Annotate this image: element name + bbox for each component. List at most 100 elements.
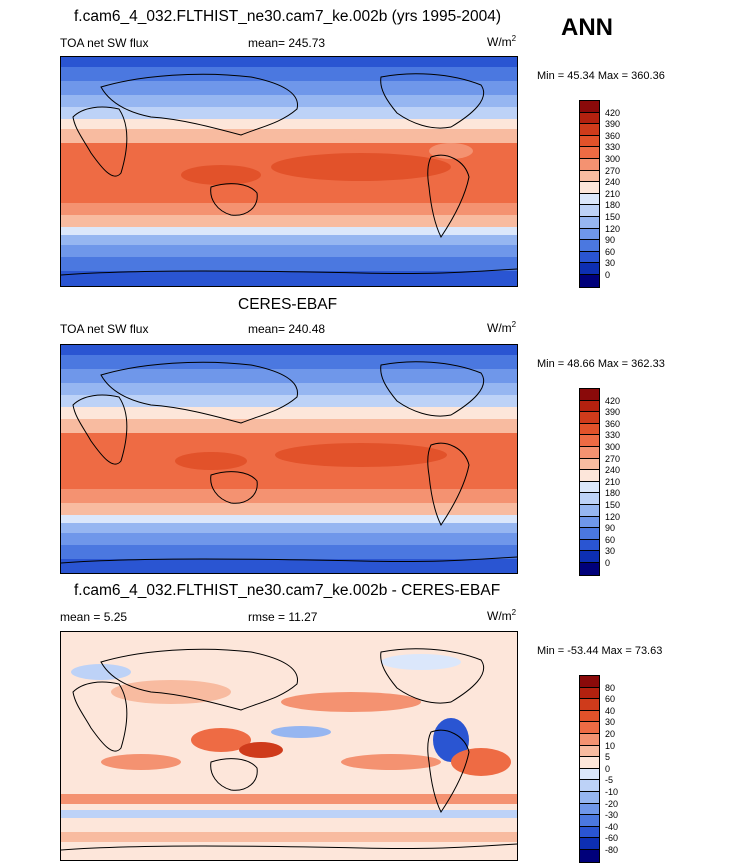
band-n2 xyxy=(61,355,517,369)
colorbar-swatch xyxy=(580,791,599,804)
band-s2 xyxy=(61,215,517,227)
colorbar-swatch xyxy=(580,158,599,171)
panel-1-title: f.cam6_4_032.FLTHIST_ne30.cam7_ke.002b (… xyxy=(74,8,502,25)
colorbar-swatch xyxy=(580,216,599,229)
band-n2 xyxy=(61,67,517,81)
panel-2-map-svg xyxy=(61,345,517,573)
colorbar-tick-label: 120 xyxy=(605,223,621,234)
colorbar-tick-label: 150 xyxy=(605,500,621,510)
colorbar-tick-label: -30 xyxy=(605,810,619,821)
africa-outline xyxy=(72,106,128,177)
colorbar-tick-label: 420 xyxy=(605,107,621,118)
colorbar-tick-label: 0 xyxy=(605,558,611,568)
colorbar-tick-label: 210 xyxy=(605,476,621,487)
colorbar-tick-label: 120 xyxy=(605,511,621,522)
diff-patch-4 xyxy=(239,742,283,758)
colorbar-swatch xyxy=(580,539,599,552)
colorbar-tick-label: 180 xyxy=(605,488,621,499)
africa-outline xyxy=(72,681,128,752)
colorbar-swatch xyxy=(580,412,599,424)
band-s1 xyxy=(61,203,517,215)
colorbar-tick-label: -20 xyxy=(605,798,619,809)
warm-pool xyxy=(275,443,447,467)
colorbar-swatch xyxy=(580,528,599,540)
colorbar-tick-label: 0 xyxy=(605,270,611,280)
diff-patch-8 xyxy=(271,726,331,738)
band-s5 xyxy=(61,533,517,545)
colorbar-swatch xyxy=(580,504,599,517)
diff-band-s1 xyxy=(61,794,517,804)
colorbar-tick-label: 90 xyxy=(605,235,616,246)
colorbar-swatch xyxy=(580,745,599,758)
band-eq1 xyxy=(61,129,517,143)
colorbar-tick-label: 5 xyxy=(605,752,611,763)
band-eq1 xyxy=(61,419,517,433)
colorbar-swatch xyxy=(580,228,599,241)
colorbar-tick-label: 30 xyxy=(605,258,616,269)
band-s7 xyxy=(61,559,517,573)
panel-2-mean-label: mean= 240.48 xyxy=(248,322,326,336)
colorbar-tick-label: 390 xyxy=(605,407,621,418)
diff-patch-3 xyxy=(191,728,251,752)
eurasia-outline xyxy=(100,73,298,136)
band-n4 xyxy=(61,383,517,395)
colorbar-swatch xyxy=(580,240,599,252)
panel-3-title: f.cam6_4_032.FLTHIST_ne30.cam7_ke.002b -… xyxy=(74,582,501,599)
panel-2-title: CERES-EBAF xyxy=(238,296,338,313)
colorbar-tick-label: 60 xyxy=(605,246,616,257)
itcz-band xyxy=(341,419,441,431)
colorbar-swatch xyxy=(580,733,599,746)
colorbar-swatch xyxy=(580,193,599,206)
south-america-outline xyxy=(427,442,470,526)
panel-3-colorbar-boxes xyxy=(579,675,600,863)
panel-1-minmax: Min = 45.34 Max = 360.36 xyxy=(537,70,665,82)
itcz-band xyxy=(341,129,441,141)
band-n5 xyxy=(61,395,517,407)
colorbar-swatch xyxy=(580,263,599,275)
colorbar-swatch xyxy=(580,815,599,827)
colorbar-swatch xyxy=(580,101,599,113)
panel-3-units: W/m2 xyxy=(487,608,517,623)
diff-patch-11 xyxy=(381,654,461,670)
panel-1-map xyxy=(60,56,518,287)
diff-patch-1 xyxy=(111,680,231,704)
colorbar-tick-label: 300 xyxy=(605,154,621,164)
colorbar-tick-label: 270 xyxy=(605,453,621,464)
band-n3 xyxy=(61,81,517,95)
colorbar-swatch xyxy=(580,124,599,136)
colorbar-swatch xyxy=(580,676,599,688)
band-s4 xyxy=(61,523,517,533)
band-s5 xyxy=(61,245,517,257)
band-s3 xyxy=(61,227,517,235)
australia-outline xyxy=(210,758,258,791)
colorbar-tick-label: 300 xyxy=(605,442,621,452)
band-s7 xyxy=(61,271,517,286)
colorbar-swatch xyxy=(580,826,599,839)
season-label: ANN xyxy=(561,14,613,41)
colorbar-swatch xyxy=(580,803,599,816)
colorbar-tick-label: 20 xyxy=(605,729,616,739)
diff-patch-2 xyxy=(281,692,421,712)
colorbar-swatch xyxy=(580,516,599,529)
north-america-outline xyxy=(380,73,485,129)
colorbar-tick-label: 330 xyxy=(605,142,621,153)
colorbar-swatch xyxy=(580,470,599,482)
colorbar-swatch xyxy=(580,838,599,850)
colorbar-swatch xyxy=(580,687,599,700)
band-n6 xyxy=(61,407,517,419)
panel-1-colorbar-boxes xyxy=(579,100,600,288)
diff-patch-10 xyxy=(71,664,131,680)
diff-band-s2 xyxy=(61,810,517,818)
band-n4 xyxy=(61,95,517,107)
antarctica-outline xyxy=(61,556,517,564)
south-america-outline xyxy=(427,154,470,238)
panel-2-minmax: Min = 48.66 Max = 362.33 xyxy=(537,358,665,370)
australia-outline xyxy=(210,471,258,504)
colorbar-tick-label: 210 xyxy=(605,188,621,199)
diff-patch-9 xyxy=(101,754,181,770)
colorbar-swatch xyxy=(580,699,599,711)
panel-2-units: W/m2 xyxy=(487,320,517,335)
diff-patch-5 xyxy=(433,718,469,762)
band-s2 xyxy=(61,503,517,515)
panel-3-mean-label: mean = 5.25 xyxy=(60,610,128,624)
